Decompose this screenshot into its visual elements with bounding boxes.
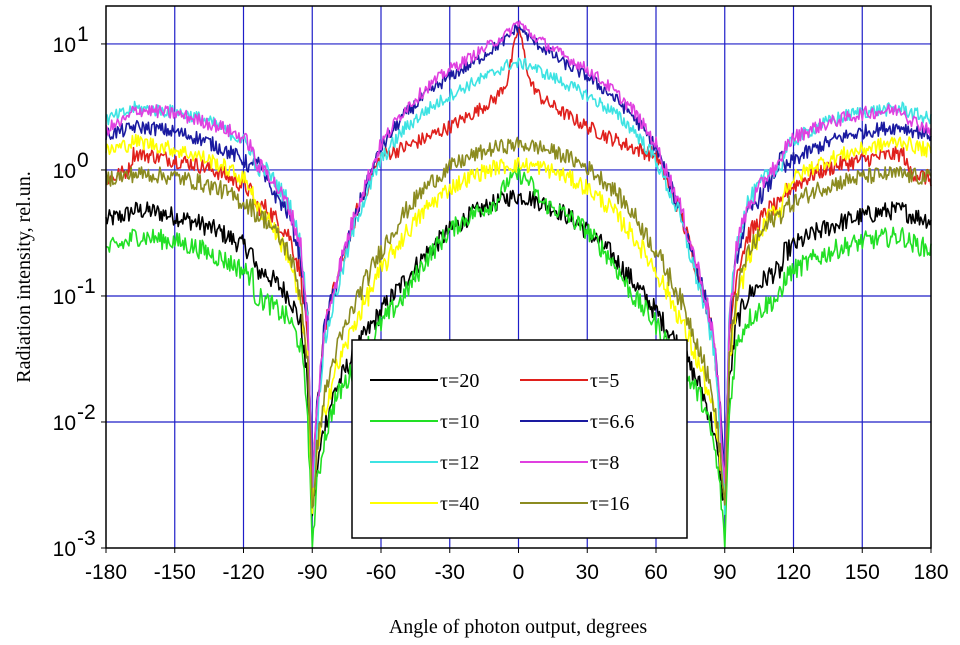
y-tick-label: 10 -2 xyxy=(53,401,96,435)
svg-text:0: 0 xyxy=(77,149,89,172)
legend-item: τ=6.6 xyxy=(520,411,634,433)
x-axis: -180 -150 -120 -90 -60 -30 0 30 60 90 120 150 180 xyxy=(85,548,949,584)
svg-text:10: 10 xyxy=(53,160,76,183)
legend-item: τ=8 xyxy=(520,452,619,474)
series-line-3 xyxy=(105,21,932,500)
y-tick-label: 10 1 xyxy=(53,23,89,57)
legend-item: τ=40 xyxy=(370,493,479,515)
legend-label: τ=6.6 xyxy=(590,411,634,433)
legend-item: τ=16 xyxy=(520,493,629,515)
x-tick-label: -30 xyxy=(435,561,465,584)
legend-label: τ=16 xyxy=(590,493,629,515)
series-line-6 xyxy=(105,133,932,515)
x-tick-label: 60 xyxy=(644,561,667,584)
series-line-2 xyxy=(105,166,932,549)
legend-item: τ=10 xyxy=(370,411,479,433)
legend-label: τ=20 xyxy=(440,370,479,392)
x-tick-label: -60 xyxy=(366,561,396,584)
svg-text:-3: -3 xyxy=(77,527,96,550)
legend-item: τ=12 xyxy=(370,452,479,474)
legend-label: τ=10 xyxy=(440,411,479,433)
legend-label: τ=40 xyxy=(440,493,479,515)
svg-text:-2: -2 xyxy=(77,401,96,424)
series-line-7 xyxy=(105,136,932,509)
svg-text:-1: -1 xyxy=(77,275,96,298)
svg-text:10: 10 xyxy=(53,538,76,561)
legend-label: τ=5 xyxy=(590,370,619,392)
legend: τ=20 τ=5 τ=10 τ=6.6 τ=12 τ=8 τ=40 τ=16 xyxy=(351,339,688,539)
series-line-5 xyxy=(105,20,932,496)
x-tick-label: 0 xyxy=(513,561,525,584)
x-tick-label: 90 xyxy=(713,561,736,584)
y-axis-title: Radiation intensity, rel.un. xyxy=(13,171,35,382)
legend-item: τ=20 xyxy=(370,370,479,392)
x-tick-label: -150 xyxy=(154,561,196,584)
y-tick-label: 10 -3 xyxy=(53,527,96,561)
svg-text:1: 1 xyxy=(77,23,89,46)
svg-text:10: 10 xyxy=(53,412,76,435)
x-tick-label: 150 xyxy=(845,561,880,584)
x-tick-label: 120 xyxy=(776,561,811,584)
series-line-0 xyxy=(105,189,932,517)
series-layer xyxy=(105,20,932,549)
x-axis-title: Angle of photon output, degrees xyxy=(389,616,647,638)
legend-box xyxy=(351,339,688,539)
y-tick-label: 10 -1 xyxy=(53,275,96,309)
x-tick-label: -180 xyxy=(85,561,127,584)
legend-item: τ=5 xyxy=(520,370,619,392)
x-tick-label: 180 xyxy=(913,561,948,584)
y-tick-label: 10 0 xyxy=(53,149,89,183)
svg-text:10: 10 xyxy=(53,34,76,57)
svg-text:10: 10 xyxy=(53,286,76,309)
x-tick-label: -120 xyxy=(222,561,264,584)
legend-label: τ=12 xyxy=(440,452,479,474)
legend-label: τ=8 xyxy=(590,452,619,474)
x-tick-label: -90 xyxy=(297,561,327,584)
x-tick-label: 30 xyxy=(576,561,599,584)
